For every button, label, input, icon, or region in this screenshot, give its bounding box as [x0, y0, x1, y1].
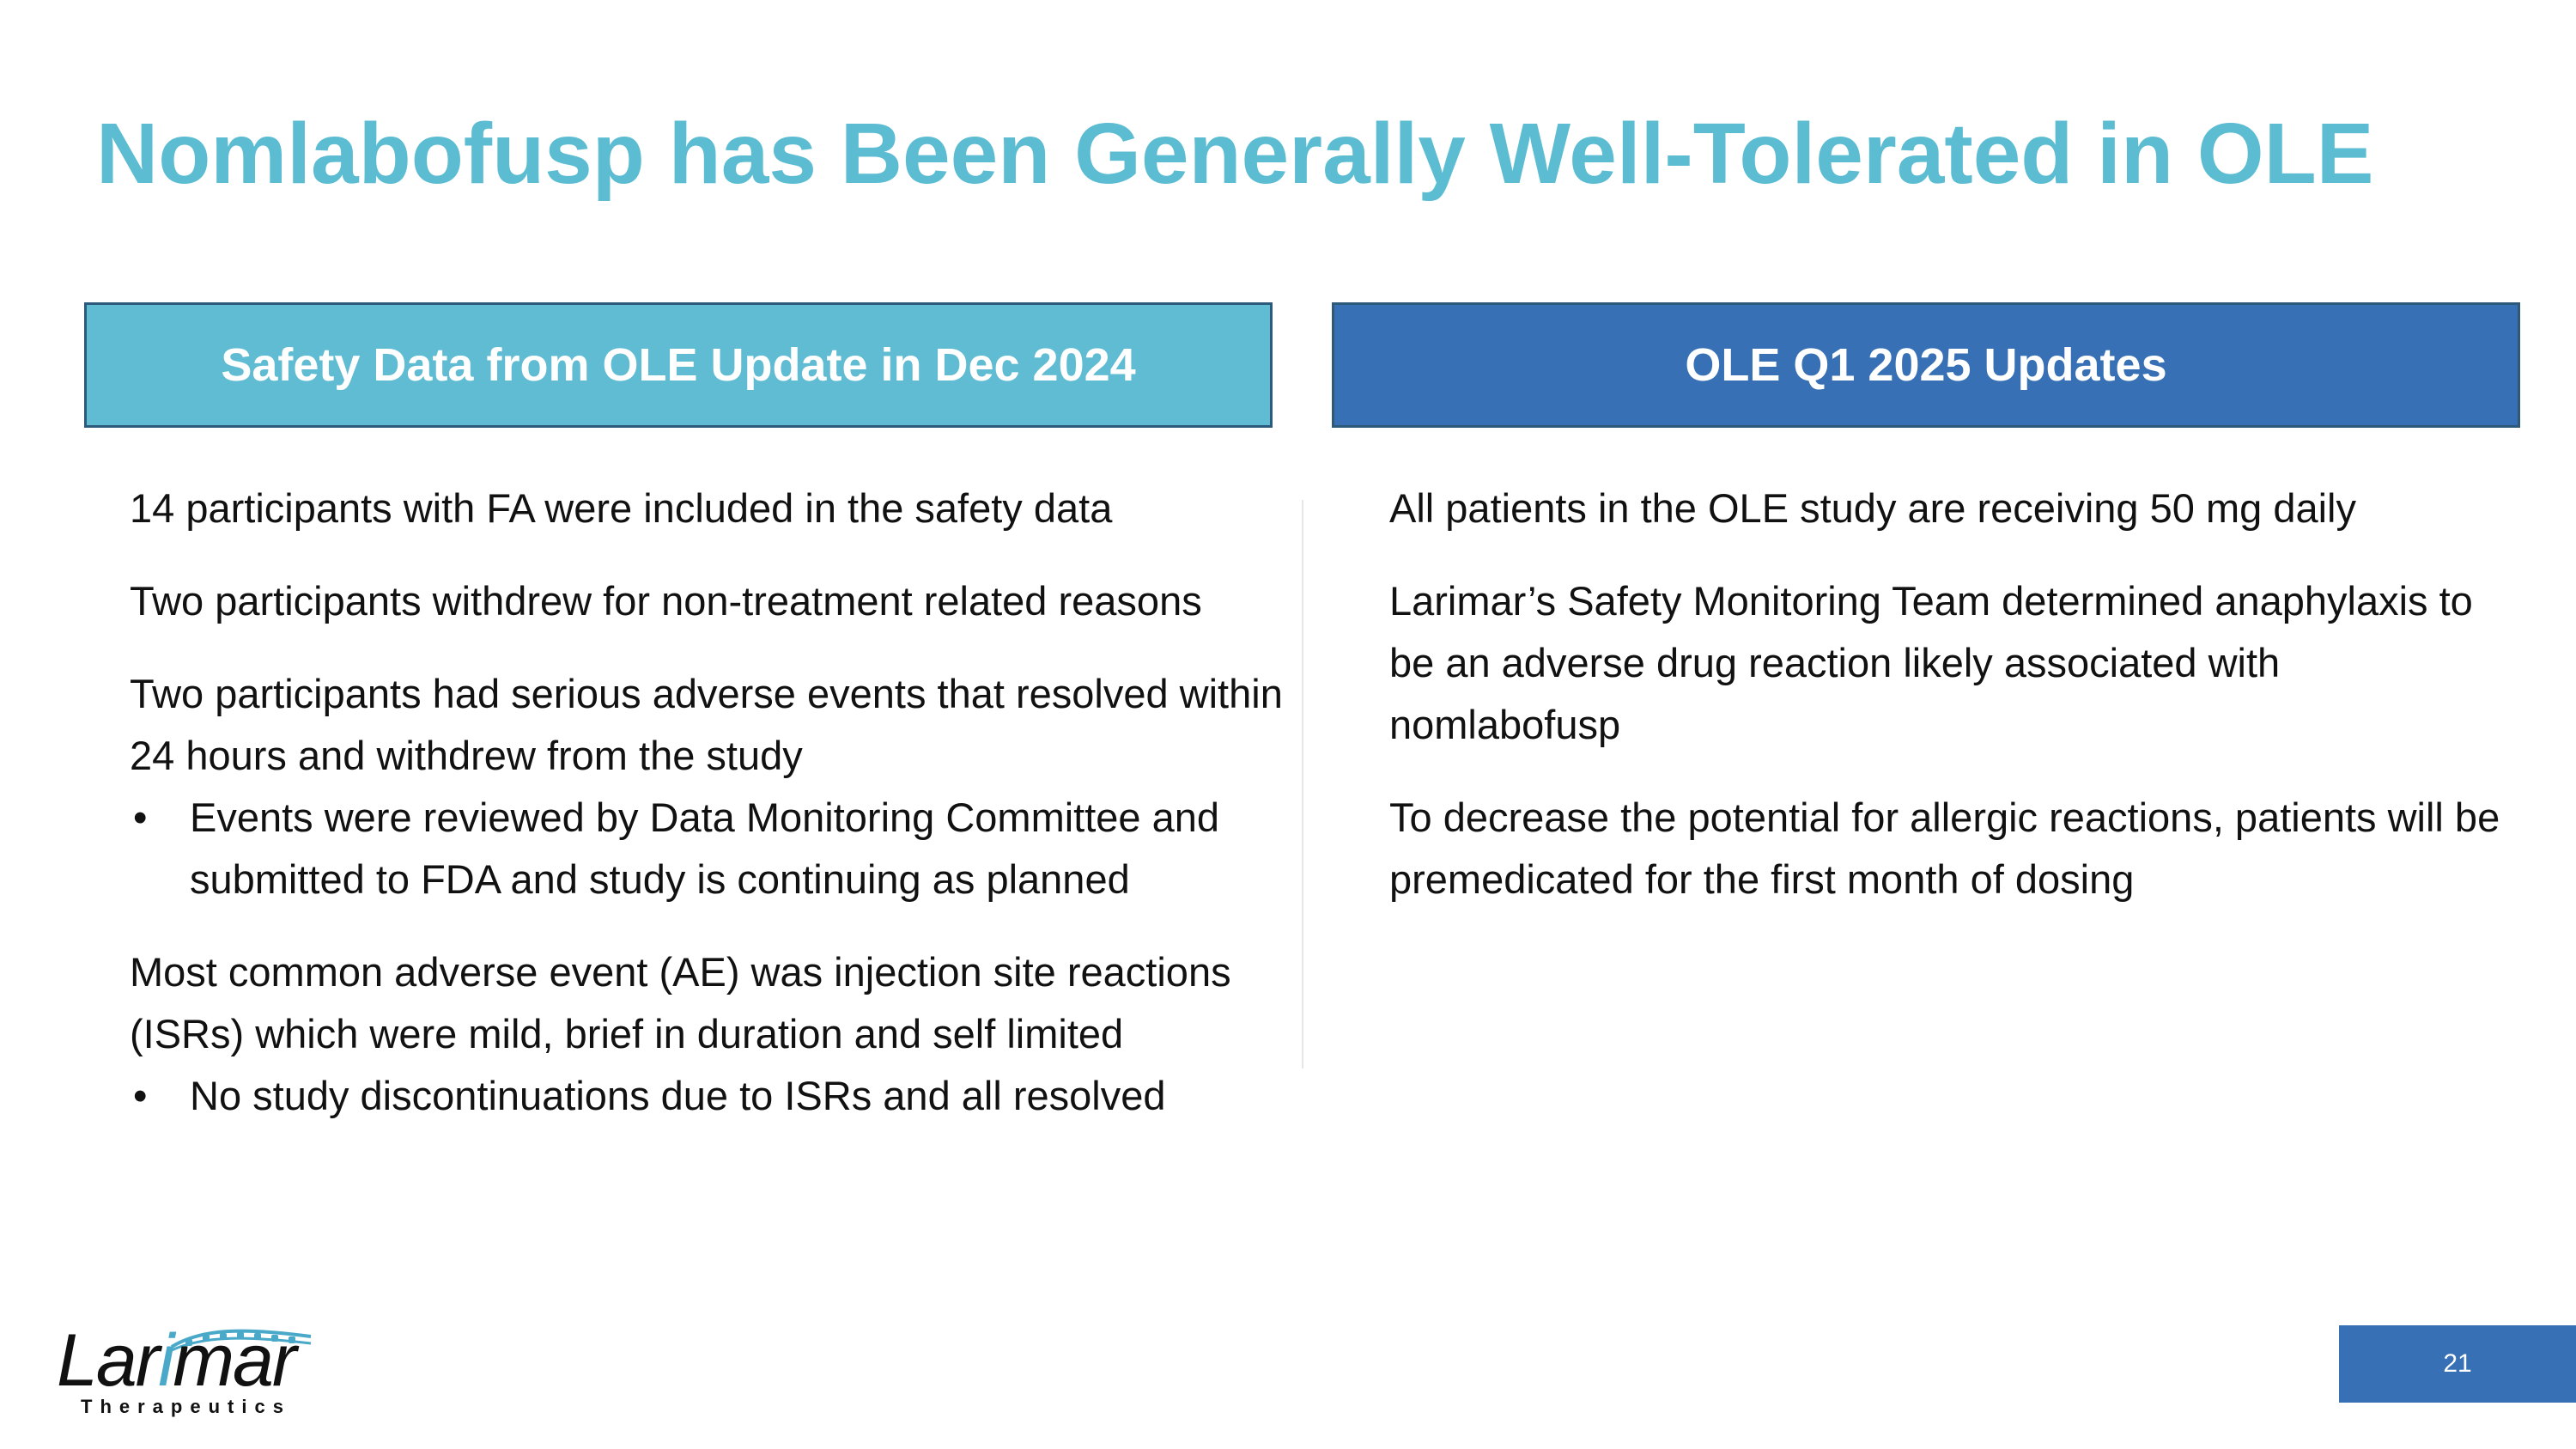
left-panel-header-label: Safety Data from OLE Update in Dec 2024 — [221, 339, 1136, 391]
slide-title: Nomlabofusp has Been Generally Well-Tole… — [96, 106, 2374, 202]
left-panel-header: Safety Data from OLE Update in Dec 2024 — [84, 302, 1273, 428]
left-panel-content: 14 participants with FA were included in… — [130, 478, 1285, 1158]
column-divider — [1302, 500, 1303, 1068]
right-item-dosing: All patients in the OLE study are receiv… — [1389, 485, 2356, 531]
right-item-premedication: To decrease the potential for allergic r… — [1389, 795, 2500, 902]
right-item-anaphylaxis: Larimar’s Safety Monitoring Team determi… — [1389, 578, 2473, 747]
larimar-logo: Larimar Therapeutics — [57, 1319, 314, 1417]
right-panel-header: OLE Q1 2025 Updates — [1332, 302, 2520, 428]
left-item-participants: 14 participants with FA were included in… — [130, 485, 1113, 531]
logo-wordmark: Larimar — [57, 1319, 297, 1402]
helix-icon — [170, 1329, 312, 1352]
left-item-common-ae: Most common adverse event (AE) was injec… — [130, 949, 1231, 1056]
left-bullet-dmc-review: Events were reviewed by Data Monitoring … — [130, 787, 1285, 910]
page-number-label: 21 — [2443, 1349, 2472, 1378]
right-panel-content: All patients in the OLE study are receiv… — [1389, 478, 2506, 941]
left-item-serious-ae: Two participants had serious adverse eve… — [130, 671, 1283, 778]
page-number: 21 — [2339, 1325, 2576, 1403]
left-item-withdrew: Two participants withdrew for non-treatm… — [130, 578, 1202, 624]
logo-subtitle: Therapeutics — [81, 1396, 291, 1417]
right-panel-header-label: OLE Q1 2025 Updates — [1685, 339, 2167, 391]
left-bullet-isr-discontinuations: No study discontinuations due to ISRs an… — [130, 1065, 1285, 1127]
